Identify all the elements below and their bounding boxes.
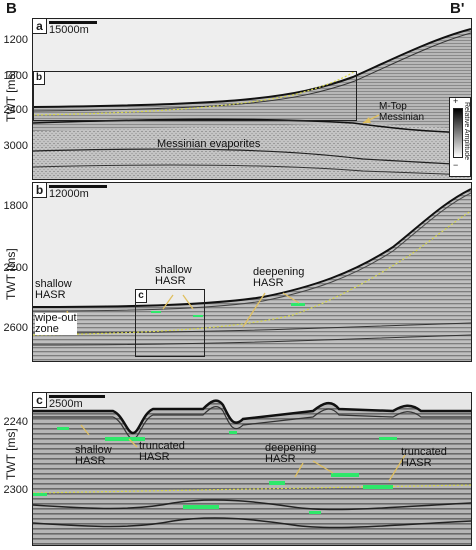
inset-box-c-label: c [136, 290, 147, 303]
panel-a-tick: 3000 [3, 140, 28, 152]
panel-c-scalebar: 2500m [49, 395, 105, 410]
shallow-hasr-annotation: shallow HASR [75, 444, 112, 467]
m-top-messinian-annotation: M-Top Messinian [379, 101, 425, 123]
panel-b-y-axis-label: TWT [ms] [4, 248, 18, 300]
panel-c-tick: 2300 [3, 484, 28, 496]
deepening-hasr-annotation-c: deepening HASR [265, 442, 317, 465]
panel-a-scalebar: 15000m [49, 21, 97, 36]
legend-plus: + [453, 96, 459, 106]
inset-box-b-label: b [34, 72, 45, 85]
seismic-section-c [33, 393, 471, 545]
inset-box-b: b [33, 71, 357, 121]
panel-b-label: b [33, 183, 47, 198]
seismic-section-a [33, 19, 471, 179]
messinian-evaporites-annotation: Messinian evaporites [157, 138, 261, 150]
panel-c-label: c [33, 393, 47, 408]
panel-a-tick: 1800 [3, 70, 28, 82]
seismic-section-b [33, 183, 471, 361]
seismic-panel-a: b a 15000m M-Top Messinian Messinian eva… [32, 18, 472, 180]
seismic-panel-b: c b 12000m shallow HASR wipe-out zone sh… [32, 182, 472, 362]
panel-b-tick: 1800 [3, 200, 28, 212]
panel-a-label: a [33, 19, 47, 34]
seismic-panel-c: c 2500m shallow HASR truncated HASR deep… [32, 392, 472, 546]
panel-c-scale-text: 2500m [49, 398, 83, 410]
panel-c-tick: 2240 [3, 416, 28, 428]
shallow-hasr-left-annotation: shallow HASR [35, 278, 72, 301]
profile-end-label: B' [450, 0, 465, 17]
amplitude-legend: + − Relative Amplitude [449, 96, 471, 177]
wipe-out-zone-annotation: wipe-out zone [35, 312, 77, 335]
panel-b-tick: 2600 [3, 322, 28, 334]
legend-label: Relative Amplitude [463, 102, 470, 160]
panel-a-tick: 2400 [3, 104, 28, 116]
truncated-hasr-left-annotation: truncated HASR [139, 440, 185, 463]
deepening-hasr-annotation: deepening HASR [253, 266, 305, 289]
panel-c-y-axis-label: TWT [ms] [4, 428, 18, 480]
panel-a-scale-text: 15000m [49, 24, 89, 36]
shallow-hasr-mid-annotation: shallow HASR [155, 264, 192, 287]
inset-box-c: c [135, 289, 205, 357]
amplitude-color-ramp [453, 108, 463, 158]
panel-a-tick: 1200 [3, 34, 28, 46]
panel-b-tick: 2200 [3, 262, 28, 274]
panel-b-scale-text: 12000m [49, 188, 89, 200]
profile-start-label: B [6, 0, 17, 17]
legend-minus: − [453, 160, 459, 170]
panel-b-scalebar: 12000m [49, 185, 107, 200]
truncated-hasr-right-annotation: truncated HASR [401, 446, 447, 469]
